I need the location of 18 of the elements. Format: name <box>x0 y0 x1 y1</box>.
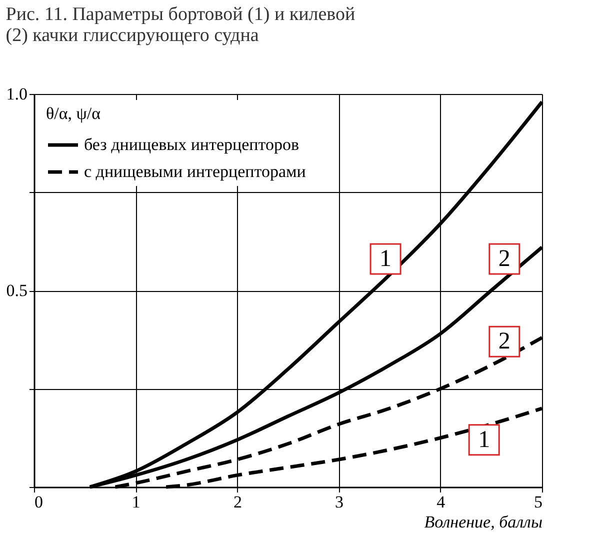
x-tick-label: 3 <box>335 492 344 512</box>
text: (2) качки глиссирующего судна <box>6 25 259 46</box>
x-tick-label: 1 <box>132 492 140 512</box>
annotation: 1 <box>478 426 490 453</box>
annotation: 2 <box>498 246 510 272</box>
legend-label: без днищевых интерцепторов <box>84 135 299 154</box>
x-axis-title: Волнение, баллы <box>424 512 542 532</box>
x-tick-label: 2 <box>233 492 242 512</box>
annotation: 2 <box>498 328 510 355</box>
x-tick-label: 4 <box>436 492 446 512</box>
legend-title: θ/α, ψ/α <box>46 104 101 123</box>
x-tick-label: 5 <box>534 492 542 512</box>
annotation: 1 <box>380 246 392 272</box>
legend-label: с днищевыми интерцепторами <box>84 162 306 181</box>
y-tick-label: 1.0 <box>6 84 28 104</box>
x-tick-label: 0 <box>34 492 43 512</box>
text: Рис. 11. Параметры бортовой (1) и килевой <box>6 4 356 25</box>
y-tick-label: 0.5 <box>6 281 28 300</box>
